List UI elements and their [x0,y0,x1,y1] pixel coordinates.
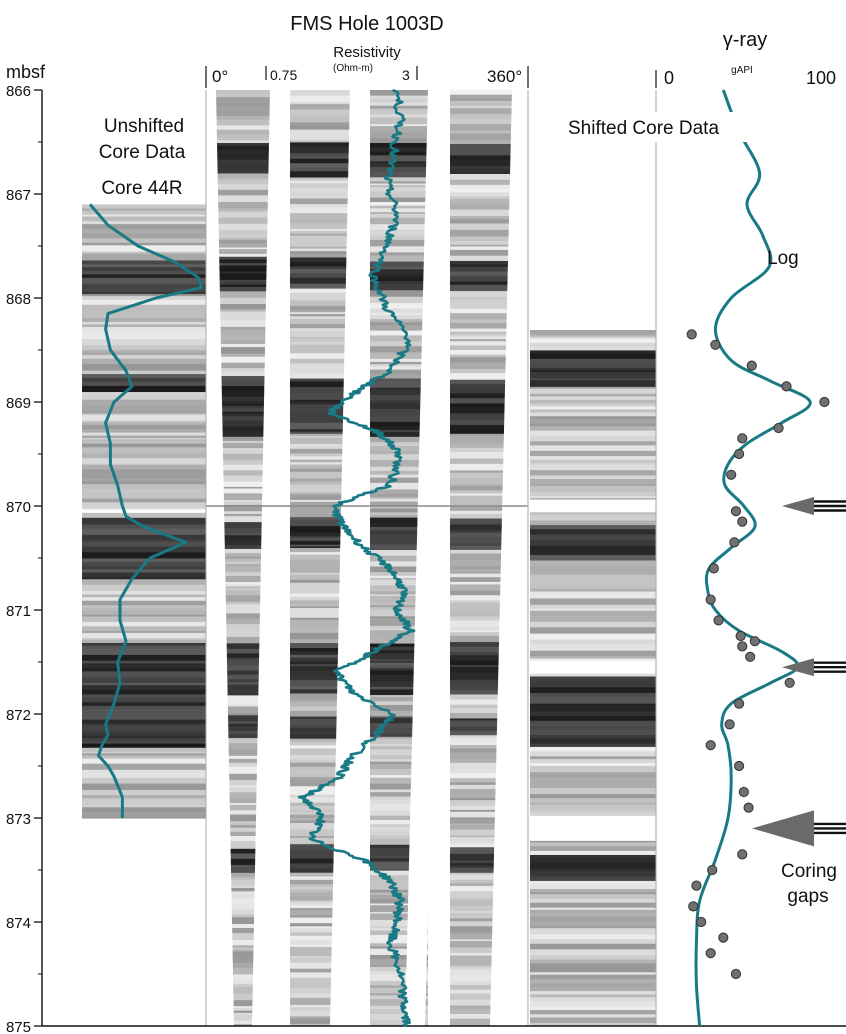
shifted-core-label: Shifted Core Data [568,118,719,139]
gamma-core-point [705,740,716,751]
unshifted-label-line1: Unshifted [104,116,184,137]
gamma-core-points [686,329,830,980]
gamma-core-point [737,516,748,527]
gamma-core-point [738,786,749,798]
depth-tick-label: 866 [6,83,31,100]
gamma-core-point [710,339,721,350]
gamma-core-point [705,594,716,605]
gamma-core-point [718,932,729,943]
gamma-core-point [819,396,830,408]
gamma-log-curve [694,89,812,1027]
gamma-core-point [743,802,754,813]
depth-unit-label: mbsf [6,62,46,82]
gamma-core-point [696,916,707,928]
gamma-core-point [691,880,702,891]
gamma-core-point [734,760,745,772]
gamma-core-point [749,636,761,647]
shifted-core-image [530,330,656,1027]
resistivity-max-label: 3 [402,67,410,83]
gamma-core-point [730,506,742,517]
header-ticks [205,66,657,88]
gamma-core-point [688,901,699,912]
gamma-core-point [734,448,745,460]
shifted-label-bg [556,112,758,142]
gamma-core-point [726,469,737,480]
coring-gaps-label-line1: Coring [781,861,837,882]
gamma-core-point [705,948,716,959]
coring-gap-arrow [782,497,814,515]
unshifted-core-image [82,204,206,819]
azimuth-start-label: 0° [212,67,228,86]
azimuth-end-label: 360° [487,67,522,86]
gamma-ray-unit: gAPI [731,65,753,76]
resistivity-unit: (Ohm-m) [333,63,373,74]
gamma-core-point [737,433,748,444]
gamma-core-point [708,563,719,574]
gamma-core-point [707,864,718,876]
coring-gap-arrow [782,658,814,677]
gamma-core-point [781,381,792,392]
depth-tick-label: 875 [6,1019,31,1034]
depth-tick-label: 868 [6,291,31,308]
gamma-core-point [784,677,795,688]
depth-tick-label: 871 [6,603,31,620]
depth-tick-label: 873 [6,811,31,828]
gamma-core-point [734,698,745,709]
unshifted-gamma-curve [88,203,204,818]
resistivity-label: Resistivity [333,44,401,61]
core-name-label: Core 44R [101,178,182,199]
gamma-core-point [745,651,756,662]
gamma-core-point [773,422,784,434]
gamma-core-point [735,630,746,642]
gamma-core-point [686,329,697,340]
gamma-core-point [746,360,757,371]
panel-frames [205,90,657,1026]
gamma-core-point [737,641,748,652]
fms-image-strip [206,90,528,1026]
gamma-max-label: 100 [806,68,836,88]
coring-gap-arrow [752,810,814,847]
gamma-min-label: 0 [664,68,674,88]
gamma-core-point [737,849,748,860]
depth-tick-label: 874 [6,915,31,932]
depth-tick-label: 869 [6,395,31,412]
depth-axis: 866 867 868 869 870 871 872 873 874 875 [6,83,42,1034]
depth-tick-label: 872 [6,707,31,724]
log-label: Log [767,248,799,269]
gamma-core-point [724,719,735,730]
gamma-core-point [713,615,724,626]
depth-tick-label: 870 [6,499,31,516]
coring-label-bg [774,856,842,908]
coring-gap-arrows [752,497,846,847]
coring-gaps-label-line2: gaps [787,886,828,907]
resistivity-min-label: 0.75 [270,67,297,83]
figure-title: FMS Hole 1003D [290,13,443,35]
gamma-core-point [729,537,740,548]
gamma-ray-label: γ-ray [723,29,767,51]
unshifted-label-line2: Core Data [99,142,186,163]
fms-resistivity-curve [297,88,416,1028]
unshifted-label-bg [86,110,204,200]
depth-tick-label: 867 [6,187,31,204]
gamma-core-point [730,968,742,980]
